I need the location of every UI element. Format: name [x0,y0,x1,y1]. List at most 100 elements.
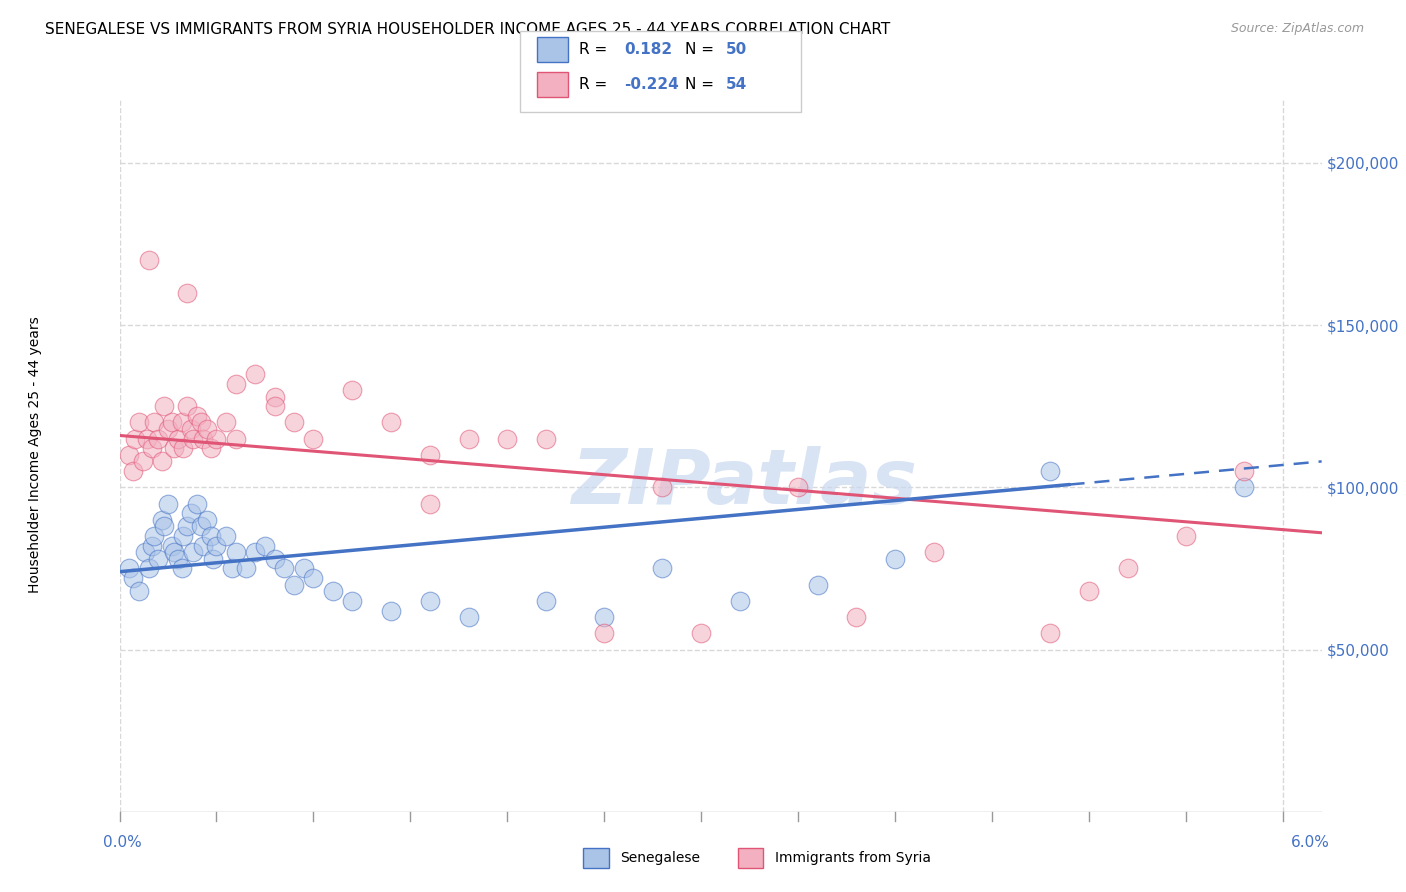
Point [176,519,198,533]
Point [176,399,198,413]
Point [1233,464,1256,478]
Text: R =: R = [579,78,613,92]
Point [728,594,751,608]
Point [651,480,673,494]
Point [118,561,141,575]
Point [150,513,173,527]
Point [156,422,179,436]
Point [806,577,828,591]
Text: -0.224: -0.224 [624,78,679,92]
Point [166,551,188,566]
Point [380,604,402,618]
Point [180,506,202,520]
Point [1039,464,1062,478]
Point [340,383,363,397]
Point [150,454,173,468]
Point [273,561,295,575]
Point [186,409,208,423]
Point [160,416,183,430]
Point [245,367,267,381]
Point [128,416,150,430]
Point [651,561,673,575]
Point [496,432,519,446]
Text: Source: ZipAtlas.com: Source: ZipAtlas.com [1230,22,1364,36]
Point [122,571,145,585]
Point [1116,561,1139,575]
Text: 0.182: 0.182 [624,43,672,57]
Point [419,594,441,608]
Point [263,399,285,413]
Point [148,551,170,566]
Point [186,497,208,511]
Point [245,545,267,559]
Text: Senegalese: Senegalese [620,851,700,865]
Point [166,432,188,446]
Point [201,551,224,566]
Point [215,529,238,543]
Point [156,497,179,511]
Point [200,529,222,543]
Point [160,539,183,553]
Text: 6.0%: 6.0% [1291,836,1330,850]
Point [225,545,247,559]
Point [534,594,557,608]
Point [419,448,441,462]
Point [457,610,479,624]
Point [143,529,166,543]
Text: 50: 50 [725,43,747,57]
Point [787,480,810,494]
Point [419,497,441,511]
Point [1174,529,1197,543]
Point [195,422,218,436]
Point [215,416,238,430]
Point [922,545,945,559]
Point [190,519,212,533]
Point [690,626,713,640]
Point [302,432,325,446]
Point [181,432,204,446]
Point [141,539,163,553]
Point [180,422,202,436]
Point [138,253,160,268]
Point [132,454,155,468]
Point [1039,626,1062,640]
Point [170,561,193,575]
Text: N =: N = [685,78,718,92]
Point [181,545,204,559]
Point [163,442,186,456]
Point [124,432,146,446]
Point [153,399,176,413]
Point [205,539,228,553]
Point [118,448,141,462]
Point [153,519,176,533]
Point [191,432,214,446]
Text: Immigrants from Syria: Immigrants from Syria [775,851,931,865]
Text: 54: 54 [725,78,747,92]
Point [845,610,868,624]
Point [593,610,616,624]
Point [191,539,214,553]
Point [1233,480,1256,494]
Point [148,432,170,446]
Point [135,432,157,446]
Point [235,561,257,575]
Point [173,529,195,543]
Text: SENEGALESE VS IMMIGRANTS FROM SYRIA HOUSEHOLDER INCOME AGES 25 - 44 YEARS CORREL: SENEGALESE VS IMMIGRANTS FROM SYRIA HOUS… [45,22,890,37]
Point [138,561,160,575]
Point [134,545,156,559]
Point [163,545,186,559]
Point [322,584,344,599]
Text: ZIPatlas: ZIPatlas [572,447,918,520]
Point [195,513,218,527]
Point [263,390,285,404]
Point [205,432,228,446]
Point [263,551,285,566]
Point [457,432,479,446]
Point [302,571,325,585]
Point [141,442,163,456]
Point [534,432,557,446]
Point [176,285,198,300]
Point [340,594,363,608]
Point [122,464,145,478]
Point [128,584,150,599]
